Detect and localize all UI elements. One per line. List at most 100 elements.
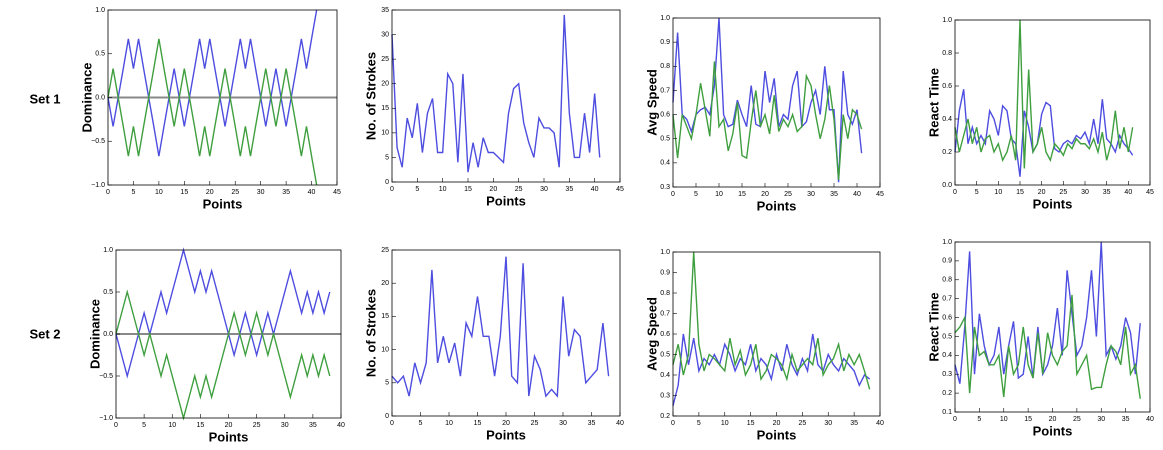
line-series: [672, 251, 871, 390]
line-series: [107, 38, 318, 186]
x-tick-label: 20: [225, 422, 233, 429]
y-tick-label: 0.3: [660, 392, 670, 399]
x-tick-label: 40: [591, 186, 599, 193]
x-tick-label: 15: [1024, 416, 1032, 423]
x-tick-label: 30: [807, 191, 815, 198]
line-series: [954, 19, 1134, 169]
y-tick-label: 1.0: [942, 17, 952, 24]
x-tick-label: 40: [308, 189, 316, 196]
x-tick-label: 25: [515, 186, 523, 193]
x-tick-label: 30: [1097, 416, 1105, 423]
x-tick-label: 25: [253, 422, 261, 429]
chart: 0 5 10 15 20 25 30 35 40 45 0.3 0.4 0.5 0.6 0.7 0.8 0.9 1…: [644, 15, 884, 214]
row-label: Set 1: [29, 91, 60, 106]
x-tick-label: 5: [697, 420, 701, 427]
y-tick-label: 0.5: [660, 351, 670, 358]
x-tick-label: 35: [282, 189, 290, 196]
chart: 0 5 10 15 20 25 30 35 40 0 5 10 15 20 25 Points No. of S…: [363, 247, 624, 443]
x-tick-label: 20: [1038, 189, 1046, 196]
x-tick-label: 5: [419, 420, 423, 427]
x-axis-label: Points: [757, 198, 797, 213]
plot-area: [955, 242, 1150, 412]
x-axis-label: Points: [203, 196, 243, 211]
x-tick-label: 20: [1049, 416, 1057, 423]
line-series: [954, 294, 1141, 399]
x-tick-label: 20: [206, 189, 214, 196]
line-series: [954, 241, 1141, 384]
x-tick-label: 25: [1073, 416, 1081, 423]
y-axis-label: Aveg Speed: [644, 297, 659, 371]
y-tick-label: 0.3: [942, 371, 952, 378]
x-tick-label: 35: [850, 420, 858, 427]
line-series: [672, 333, 871, 406]
y-tick-label: 0.4: [942, 116, 952, 123]
chart: 0 5 10 15 20 25 30 35 40 45 0.0 0.2 0.4 0.6 0.8 1.0 Poin…: [926, 17, 1154, 212]
x-tick-label: 35: [565, 186, 573, 193]
x-tick-label: 10: [445, 420, 453, 427]
y-tick-label: 15: [381, 105, 389, 112]
y-tick-label: 0.6: [942, 314, 952, 321]
y-tick-label: 0.5: [95, 51, 105, 58]
x-tick-label: 5: [142, 422, 146, 429]
y-tick-label: 15: [381, 313, 389, 320]
x-tick-label: 10: [1000, 416, 1008, 423]
y-tick-label: 10: [381, 130, 389, 137]
y-tick-label: 5: [385, 154, 389, 161]
y-axis-label: Dominance: [79, 62, 94, 132]
y-tick-label: 0.7: [660, 310, 670, 317]
x-tick-label: 15: [196, 422, 204, 429]
x-tick-label: 15: [474, 420, 482, 427]
x-tick-label: 10: [168, 422, 176, 429]
y-tick-label: 35: [381, 7, 389, 14]
x-axis-label: Points: [486, 193, 526, 208]
x-tick-label: 30: [1081, 189, 1089, 196]
x-axis-label: Points: [1033, 423, 1073, 438]
x-tick-label: 20: [761, 191, 769, 198]
y-tick-label: 0.7: [942, 296, 952, 303]
x-tick-label: 40: [616, 420, 624, 427]
x-tick-label: 45: [333, 189, 341, 196]
plot-area: [955, 20, 1150, 185]
x-tick-label: 45: [876, 191, 884, 198]
y-tick-label: 0.0: [95, 94, 105, 101]
y-tick-label: 0.5: [660, 136, 670, 143]
y-tick-label: 1.0: [942, 239, 952, 246]
x-tick-label: 0: [106, 189, 110, 196]
line-series: [391, 14, 601, 173]
x-tick-label: 10: [155, 189, 163, 196]
plot-area: [673, 252, 880, 416]
y-tick-label: 0.4: [942, 352, 952, 359]
plot-frame: [672, 17, 881, 188]
x-tick-label: 15: [738, 191, 746, 198]
y-axis-label: No. of Strokes: [363, 52, 378, 140]
x-tick-label: 40: [853, 191, 861, 198]
x-tick-label: 20: [502, 420, 510, 427]
x-tick-label: 25: [1059, 189, 1067, 196]
y-tick-label: 0.4: [660, 372, 670, 379]
y-tick-label: 25: [381, 56, 389, 63]
y-tick-label: −1.0: [91, 182, 105, 189]
y-axis-label: Avg Speed: [644, 69, 659, 136]
chart: 0 5 10 15 20 25 30 35 40 45 −1.0 −0.5 0.0 0.5 1.0 Point…: [79, 7, 341, 212]
y-tick-label: 0.0: [103, 331, 113, 338]
x-tick-label: 15: [747, 420, 755, 427]
y-axis-label: Dominance: [87, 299, 102, 369]
x-tick-label: 0: [390, 186, 394, 193]
y-tick-label: 0.9: [660, 269, 670, 276]
line-series: [115, 247, 331, 379]
x-tick-label: 0: [671, 191, 675, 198]
line-series: [115, 289, 331, 421]
y-tick-label: 30: [381, 31, 389, 38]
x-tick-label: 20: [773, 420, 781, 427]
y-tick-label: 0.6: [660, 111, 670, 118]
y-tick-label: 1.0: [660, 249, 670, 256]
x-tick-label: 45: [616, 186, 624, 193]
x-tick-label: 5: [131, 189, 135, 196]
y-tick-label: 0.7: [660, 87, 670, 94]
y-tick-label: 0.3: [660, 184, 670, 191]
x-tick-label: 5: [694, 191, 698, 198]
x-tick-label: 10: [721, 420, 729, 427]
line-series: [107, 9, 318, 157]
x-tick-label: 10: [994, 189, 1002, 196]
